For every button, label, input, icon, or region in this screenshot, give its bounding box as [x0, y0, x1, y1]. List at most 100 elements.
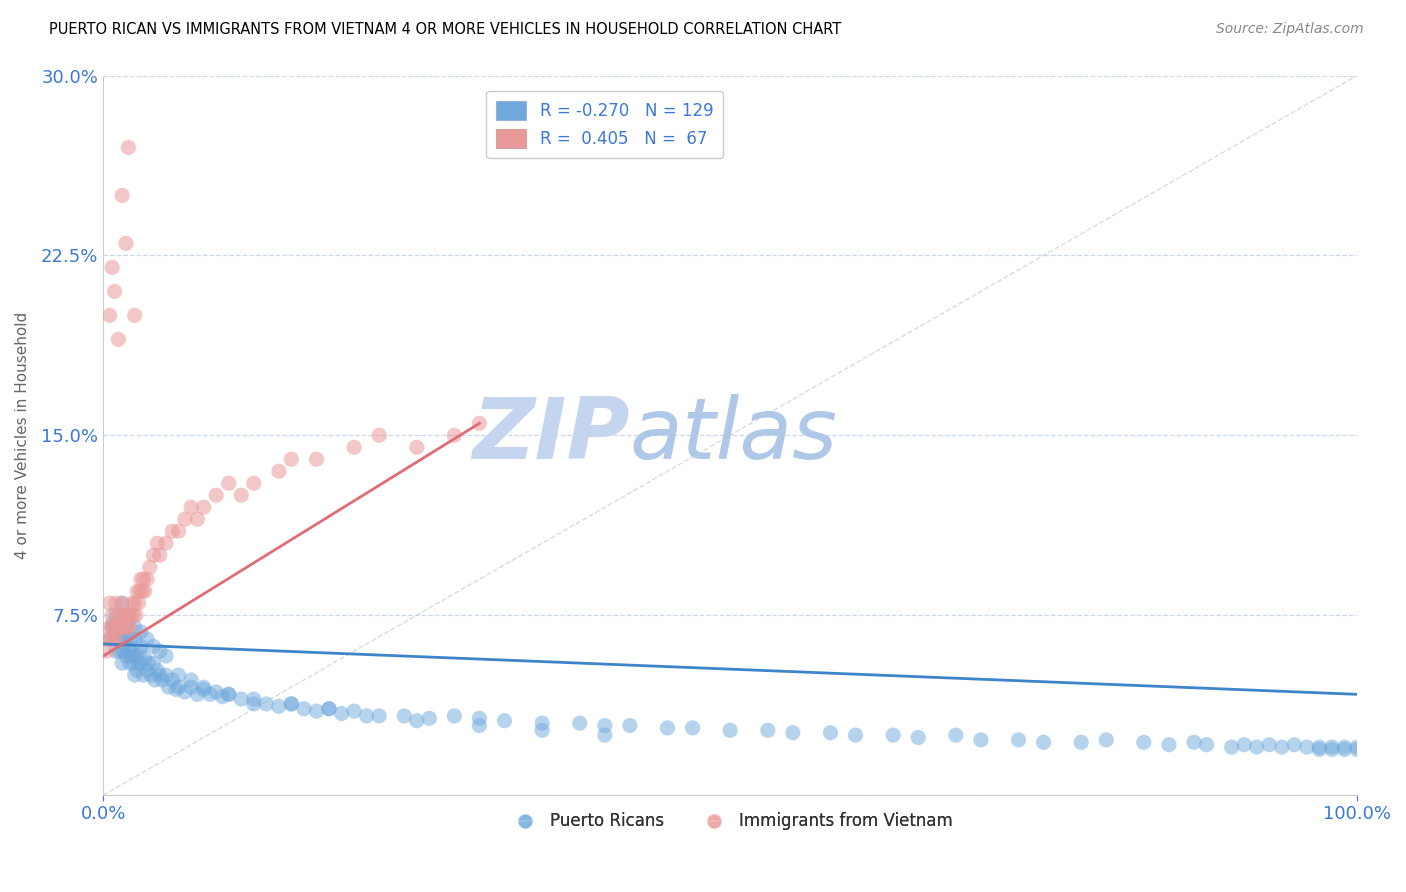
Point — [128, 644, 150, 658]
Point — [136, 664, 159, 678]
Legend: Puerto Ricans, Immigrants from Vietnam: Puerto Ricans, Immigrants from Vietnam — [501, 805, 959, 837]
Point — [443, 428, 465, 442]
Point — [443, 709, 465, 723]
Point — [115, 620, 138, 634]
Point — [101, 608, 124, 623]
Point — [142, 548, 165, 562]
Point — [1157, 738, 1180, 752]
Point — [157, 680, 180, 694]
Point — [97, 632, 120, 647]
Point — [468, 711, 491, 725]
Point — [98, 596, 121, 610]
Point — [211, 690, 233, 704]
Point — [155, 668, 177, 682]
Point — [198, 687, 221, 701]
Point — [167, 524, 190, 539]
Point — [111, 656, 134, 670]
Point — [254, 697, 277, 711]
Point — [132, 572, 155, 586]
Point — [101, 620, 124, 634]
Point — [110, 632, 132, 647]
Point — [970, 732, 993, 747]
Point — [173, 685, 195, 699]
Point — [205, 488, 228, 502]
Point — [127, 656, 149, 670]
Point — [104, 624, 127, 639]
Point — [1346, 740, 1368, 755]
Point — [907, 731, 929, 745]
Point — [945, 728, 967, 742]
Point — [531, 716, 554, 731]
Point — [243, 476, 266, 491]
Point — [143, 673, 166, 687]
Point — [619, 718, 641, 732]
Point — [392, 709, 415, 723]
Point — [111, 596, 134, 610]
Point — [117, 608, 139, 623]
Point — [193, 500, 215, 515]
Point — [218, 687, 240, 701]
Point — [107, 608, 129, 623]
Point — [1333, 740, 1355, 755]
Point — [1333, 742, 1355, 756]
Point — [657, 721, 679, 735]
Point — [218, 476, 240, 491]
Point — [368, 709, 391, 723]
Point — [122, 608, 145, 623]
Point — [120, 608, 142, 623]
Point — [280, 452, 302, 467]
Point — [280, 697, 302, 711]
Point — [104, 285, 127, 299]
Point — [115, 236, 138, 251]
Point — [494, 714, 516, 728]
Point — [782, 725, 804, 739]
Point — [118, 656, 141, 670]
Point — [155, 536, 177, 550]
Point — [1308, 742, 1330, 756]
Point — [101, 260, 124, 275]
Point — [103, 632, 125, 647]
Point — [115, 648, 138, 663]
Point — [136, 632, 159, 647]
Point — [142, 656, 165, 670]
Point — [1284, 738, 1306, 752]
Point — [125, 608, 148, 623]
Point — [105, 620, 128, 634]
Point — [343, 440, 366, 454]
Point — [231, 692, 253, 706]
Point — [125, 648, 148, 663]
Point — [142, 640, 165, 654]
Point — [104, 596, 127, 610]
Point — [98, 309, 121, 323]
Point — [150, 673, 173, 687]
Point — [104, 644, 127, 658]
Point — [132, 668, 155, 682]
Point — [1246, 740, 1268, 755]
Point — [115, 620, 138, 634]
Point — [593, 728, 616, 742]
Point — [131, 584, 153, 599]
Point — [1308, 740, 1330, 755]
Point — [114, 620, 136, 634]
Point — [180, 673, 202, 687]
Point — [267, 699, 290, 714]
Point — [682, 721, 704, 735]
Point — [1220, 740, 1243, 755]
Text: PUERTO RICAN VS IMMIGRANTS FROM VIETNAM 4 OR MORE VEHICLES IN HOUSEHOLD CORRELAT: PUERTO RICAN VS IMMIGRANTS FROM VIETNAM … — [49, 22, 841, 37]
Point — [100, 632, 122, 647]
Point — [124, 668, 146, 682]
Point — [593, 718, 616, 732]
Point — [318, 702, 340, 716]
Point — [111, 596, 134, 610]
Point — [568, 716, 591, 731]
Point — [218, 687, 240, 701]
Point — [193, 680, 215, 694]
Point — [120, 648, 142, 663]
Point — [108, 620, 131, 634]
Point — [1182, 735, 1205, 749]
Point — [121, 644, 143, 658]
Point — [1258, 738, 1281, 752]
Point — [101, 620, 124, 634]
Point — [844, 728, 866, 742]
Point — [1346, 742, 1368, 756]
